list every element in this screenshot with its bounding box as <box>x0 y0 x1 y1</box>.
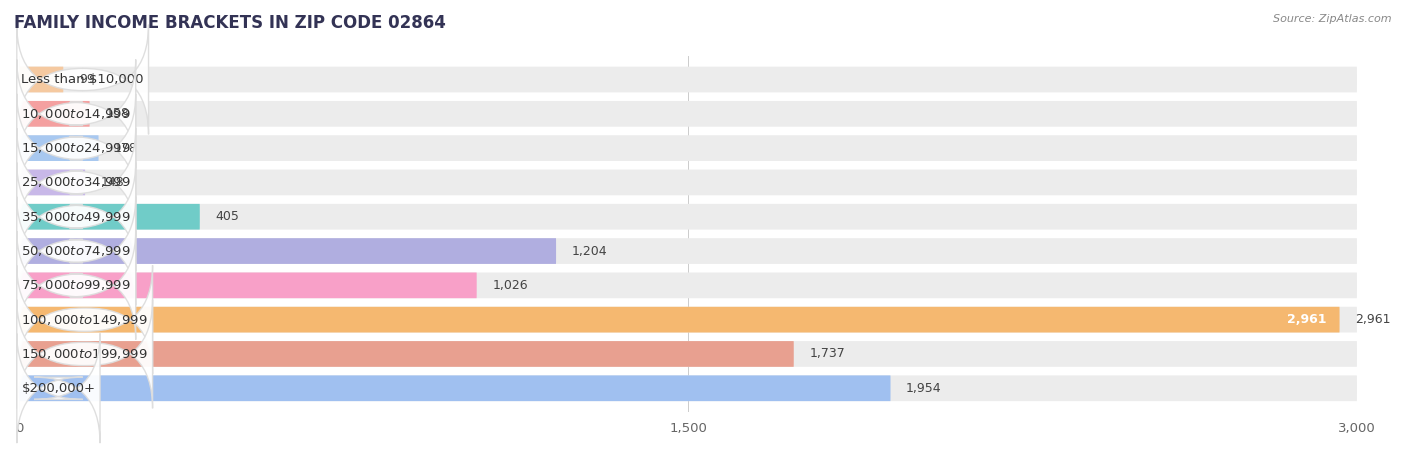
Text: 148: 148 <box>101 176 125 189</box>
FancyBboxPatch shape <box>20 67 63 92</box>
Text: $15,000 to $24,999: $15,000 to $24,999 <box>21 141 131 155</box>
Text: FAMILY INCOME BRACKETS IN ZIP CODE 02864: FAMILY INCOME BRACKETS IN ZIP CODE 02864 <box>14 14 446 32</box>
Text: Less than $10,000: Less than $10,000 <box>21 73 143 86</box>
Text: 99: 99 <box>79 73 94 86</box>
Text: $35,000 to $49,999: $35,000 to $49,999 <box>21 210 131 224</box>
Text: 2,961: 2,961 <box>1355 313 1391 326</box>
FancyBboxPatch shape <box>20 204 200 230</box>
Text: $100,000 to $149,999: $100,000 to $149,999 <box>21 313 148 327</box>
FancyBboxPatch shape <box>20 273 477 298</box>
FancyBboxPatch shape <box>20 170 1357 195</box>
FancyBboxPatch shape <box>20 307 1340 333</box>
FancyBboxPatch shape <box>20 170 86 195</box>
Text: $150,000 to $199,999: $150,000 to $199,999 <box>21 347 148 361</box>
FancyBboxPatch shape <box>20 238 557 264</box>
Text: $10,000 to $14,999: $10,000 to $14,999 <box>21 107 131 121</box>
Text: $25,000 to $34,999: $25,000 to $34,999 <box>21 176 131 189</box>
FancyBboxPatch shape <box>20 375 890 401</box>
FancyBboxPatch shape <box>20 273 1357 298</box>
FancyBboxPatch shape <box>20 204 1357 230</box>
Text: 2,961: 2,961 <box>1286 313 1326 326</box>
Text: $75,000 to $99,999: $75,000 to $99,999 <box>21 279 131 292</box>
Text: 1,026: 1,026 <box>492 279 527 292</box>
FancyBboxPatch shape <box>20 341 1357 367</box>
FancyBboxPatch shape <box>20 307 1357 333</box>
FancyBboxPatch shape <box>20 101 90 127</box>
FancyBboxPatch shape <box>20 135 1357 161</box>
Text: 1,204: 1,204 <box>572 244 607 257</box>
Text: 1,737: 1,737 <box>810 347 845 360</box>
FancyBboxPatch shape <box>20 375 1357 401</box>
Text: $200,000+: $200,000+ <box>21 382 96 395</box>
Text: 158: 158 <box>105 107 129 120</box>
Text: Source: ZipAtlas.com: Source: ZipAtlas.com <box>1274 14 1392 23</box>
Text: $50,000 to $74,999: $50,000 to $74,999 <box>21 244 131 258</box>
Text: 1,954: 1,954 <box>905 382 942 395</box>
FancyBboxPatch shape <box>20 238 1357 264</box>
Text: 178: 178 <box>114 142 138 155</box>
FancyBboxPatch shape <box>20 101 1357 127</box>
FancyBboxPatch shape <box>20 135 98 161</box>
FancyBboxPatch shape <box>20 67 1357 92</box>
FancyBboxPatch shape <box>20 341 794 367</box>
Text: 405: 405 <box>215 210 239 223</box>
